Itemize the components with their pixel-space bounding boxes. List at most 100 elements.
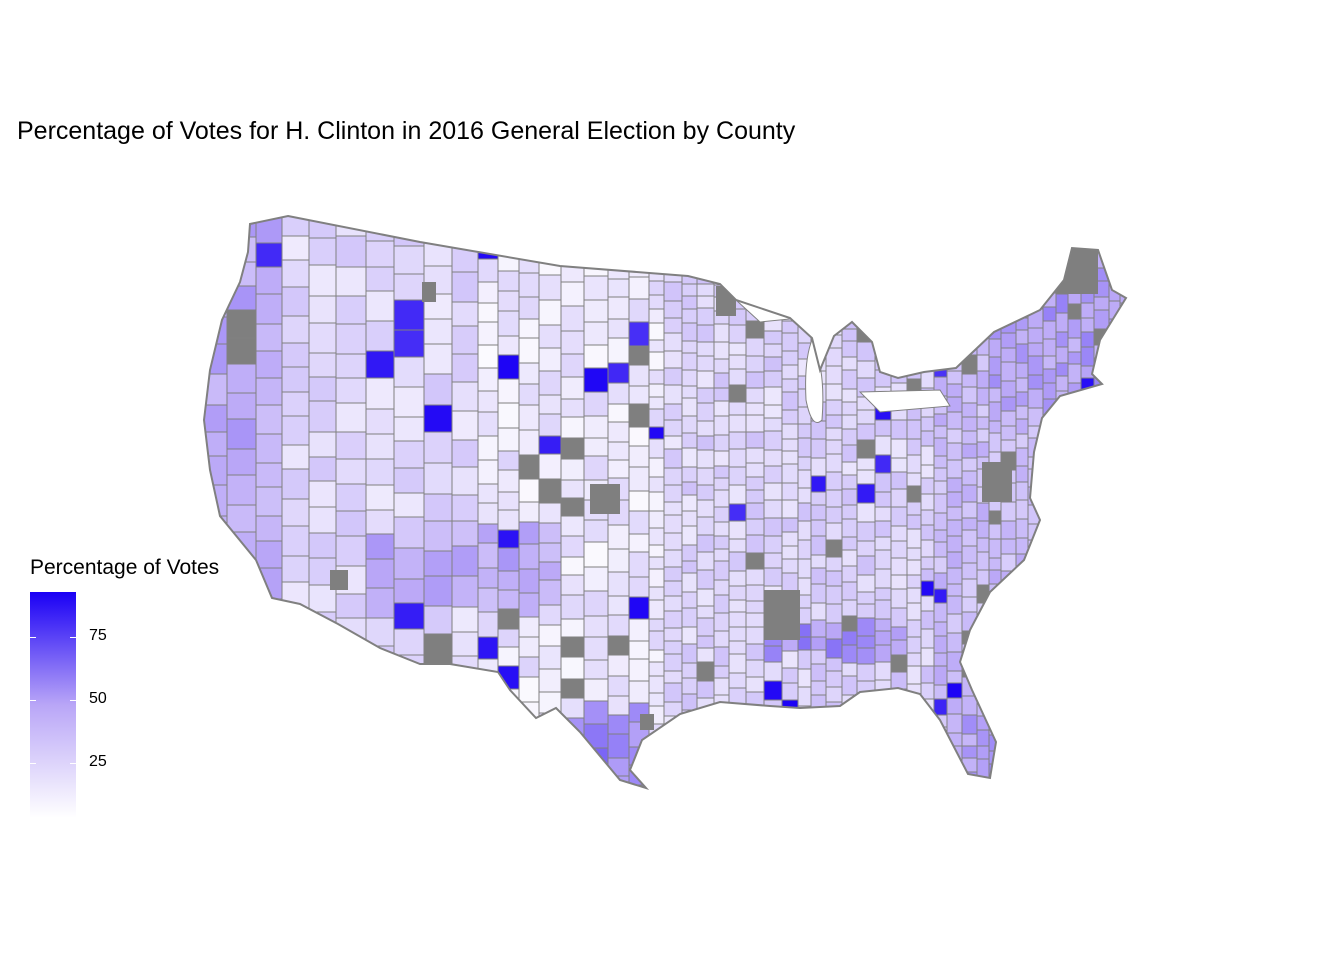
county-cell	[1015, 695, 1029, 711]
county-cell	[1000, 538, 1017, 555]
county-cell	[1055, 655, 1069, 670]
county-cell	[423, 404, 453, 433]
county-cell	[961, 529, 978, 547]
county-cell	[841, 675, 858, 696]
county-cell	[1093, 602, 1110, 619]
county-cell	[681, 677, 698, 695]
county-cell	[663, 231, 683, 248]
county-cell	[874, 770, 892, 788]
county-cell	[841, 414, 858, 430]
county-cell	[1055, 422, 1069, 440]
county-cell	[713, 227, 730, 242]
county-cell	[423, 520, 453, 552]
county-cell	[946, 261, 963, 276]
county-cell	[309, 794, 336, 820]
county-cell	[681, 693, 698, 711]
county-cell	[1080, 777, 1095, 788]
county-cell	[961, 267, 978, 286]
county-cell	[841, 753, 858, 771]
county-cell	[906, 636, 922, 654]
county-cell	[1108, 551, 1121, 571]
county-cell	[628, 298, 650, 323]
county-cell	[1000, 629, 1017, 647]
county-cell	[451, 682, 479, 712]
county-cell	[696, 588, 715, 607]
county-cell	[1042, 338, 1057, 357]
county-cell	[713, 240, 730, 259]
county-cell	[1027, 569, 1044, 590]
county-cell	[1055, 504, 1069, 524]
county-cell	[1080, 576, 1095, 596]
county-cell	[204, 263, 228, 291]
county-cell	[648, 556, 665, 570]
county-cell	[988, 432, 1002, 453]
county-cell	[920, 477, 935, 495]
county-cell	[890, 688, 908, 704]
county-cell	[393, 467, 425, 494]
county-cell	[1093, 748, 1110, 763]
county-cell	[976, 634, 990, 649]
county-cell	[874, 271, 892, 288]
county-cell	[393, 787, 425, 788]
county-cell	[518, 337, 540, 364]
county-cell	[663, 216, 683, 233]
county-cell	[728, 254, 747, 273]
county-cell	[365, 669, 395, 702]
county-cell	[976, 289, 990, 310]
county-cell	[728, 599, 747, 613]
county-cell	[204, 289, 228, 318]
county-cell	[874, 299, 892, 314]
county-cell	[607, 362, 630, 384]
county-cell	[1119, 522, 1126, 540]
county-cell	[1027, 327, 1044, 344]
county-cell	[906, 472, 922, 487]
county-cell	[1119, 277, 1126, 291]
county-cell	[906, 283, 922, 300]
county-cell	[648, 426, 665, 440]
county-cell	[797, 558, 812, 579]
county-cell	[946, 713, 963, 734]
county-cell	[663, 653, 683, 672]
county-cell	[628, 764, 650, 786]
county-cell	[451, 575, 479, 608]
county-cell	[946, 318, 963, 339]
county-cell	[365, 533, 395, 560]
county-cell	[988, 538, 1002, 559]
county-cell	[976, 665, 990, 686]
county-cell	[560, 216, 585, 236]
county-cell	[628, 466, 650, 492]
county-cell	[713, 506, 730, 523]
county-cell	[906, 574, 922, 589]
county-cell	[1080, 711, 1095, 728]
legend-tick-mark	[70, 637, 76, 639]
county-cell	[663, 549, 683, 568]
county-cell	[477, 745, 499, 765]
county-cell	[497, 771, 520, 788]
county-cell	[681, 340, 698, 354]
county-cell	[1042, 687, 1057, 702]
county-cell	[825, 522, 843, 541]
county-cell	[874, 754, 892, 772]
county-cell	[1015, 481, 1029, 501]
county-cell	[920, 784, 935, 788]
county-cell	[1055, 312, 1069, 333]
county-cell	[477, 344, 499, 369]
county-cell	[810, 649, 827, 665]
county-cell	[1108, 522, 1121, 541]
county-cell	[1108, 216, 1121, 228]
county-cell	[1093, 402, 1110, 417]
county-cell	[1108, 718, 1121, 738]
county-cell	[1055, 616, 1069, 631]
county-cell	[906, 739, 922, 760]
county-cell	[856, 742, 876, 763]
county-cell	[628, 403, 650, 428]
county-cell	[281, 235, 310, 261]
county-cell	[781, 272, 799, 289]
county-cell	[477, 587, 499, 613]
county-cell	[764, 799, 782, 815]
county-cell	[393, 516, 425, 549]
county-cell	[763, 781, 783, 788]
county-cell	[841, 741, 858, 755]
county-cell	[1027, 705, 1044, 723]
county-cell	[1055, 471, 1069, 489]
